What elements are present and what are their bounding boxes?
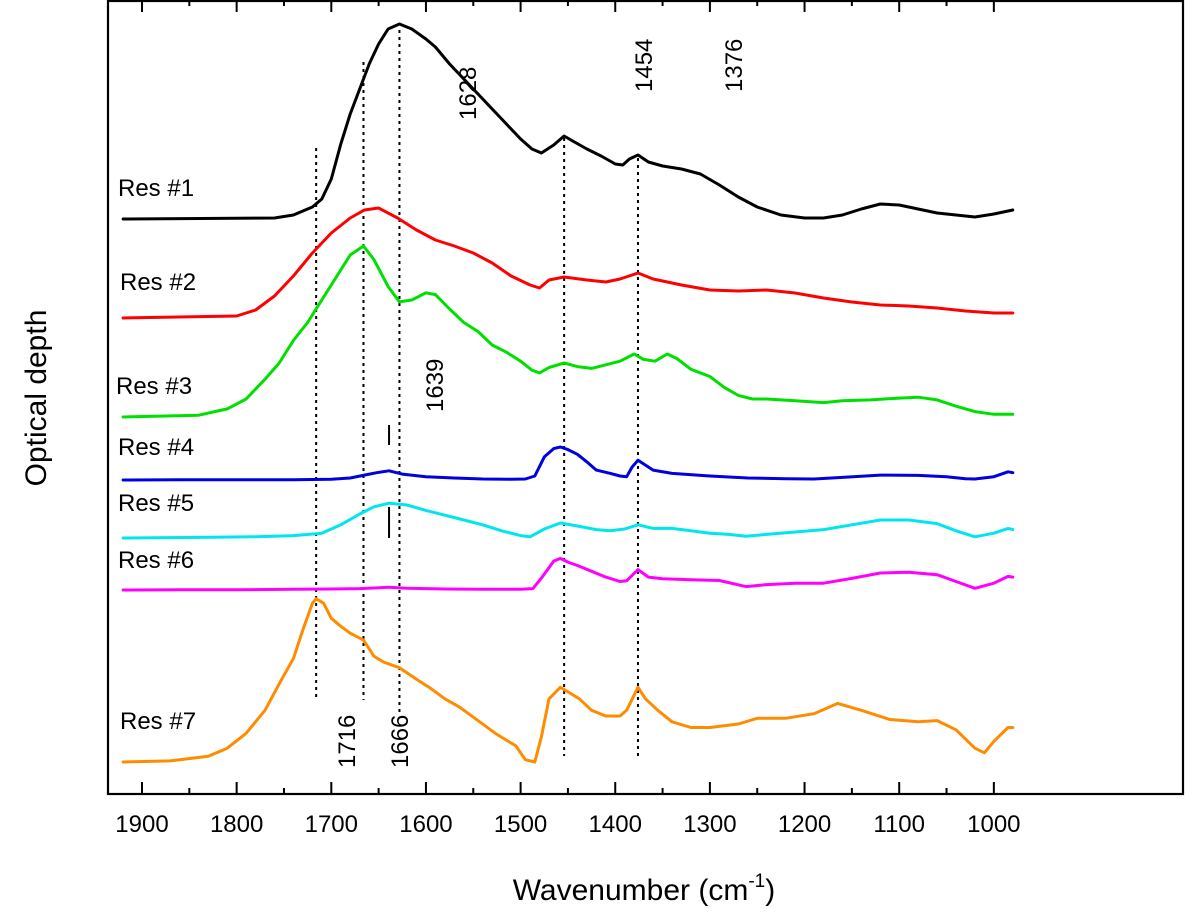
x-tick-label: 1600 [399,811,452,838]
series-label-6: Res #6 [118,547,194,574]
x-axis-label-superscript: -1 [748,871,765,892]
series-label-4: Res #4 [118,434,194,461]
x-tick-label: 1800 [210,811,263,838]
x-tick-label: 1400 [589,811,642,838]
series-label-1: Res #1 [118,175,194,202]
series-line-1 [121,22,1015,221]
plot-frame [106,0,1185,796]
annotation-label-1716: 1716 [334,715,361,768]
series-line-5 [121,501,1015,540]
series-line-7 [121,597,1015,764]
annotation-label-1639: 1639 [422,359,449,412]
annotation-label-1376: 1376 [721,39,748,92]
x-axis-label-close: ) [765,874,775,907]
series-line-3 [121,244,1015,419]
series-layer [121,22,1015,764]
axis-layer: 1900 1800 1700 1600 1500 1400 1300 1200 1100 1000 [115,1,1021,838]
series-label-5: Res #5 [118,490,194,517]
series-label-2: Res #2 [120,269,196,296]
series-label-7: Res #7 [120,708,196,735]
annotation-label-1628: 1628 [455,67,482,120]
x-tick-label: 1500 [494,811,547,838]
series-line-6 [121,556,1015,592]
y-axis-label: Optical depth [20,310,53,487]
x-axis-label-main: Wavenumber (cm [513,874,749,907]
series-line-2 [121,206,1015,320]
x-axis-label: Wavenumber (cm-1) [513,871,776,907]
x-tick-label: 1300 [683,811,736,838]
x-tick-label: 1100 [873,811,925,838]
x-tick-label: 1000 [967,811,1020,838]
series-label-3: Res #3 [116,373,192,400]
annotation-label-1454: 1454 [631,39,658,92]
guide-lines-layer [315,30,639,756]
plot-frame-layer [106,0,1185,796]
x-tick-label: 1900 [115,811,168,838]
x-tick-label: 1200 [778,811,831,838]
labels-layer: Res #1 Res #2 Res #3 Res #4 Res #5 Res #6 Res … [116,39,748,768]
x-tick-label: 1700 [305,811,358,838]
annotation-label-1666: 1666 [387,715,414,768]
series-line-4 [121,445,1015,482]
